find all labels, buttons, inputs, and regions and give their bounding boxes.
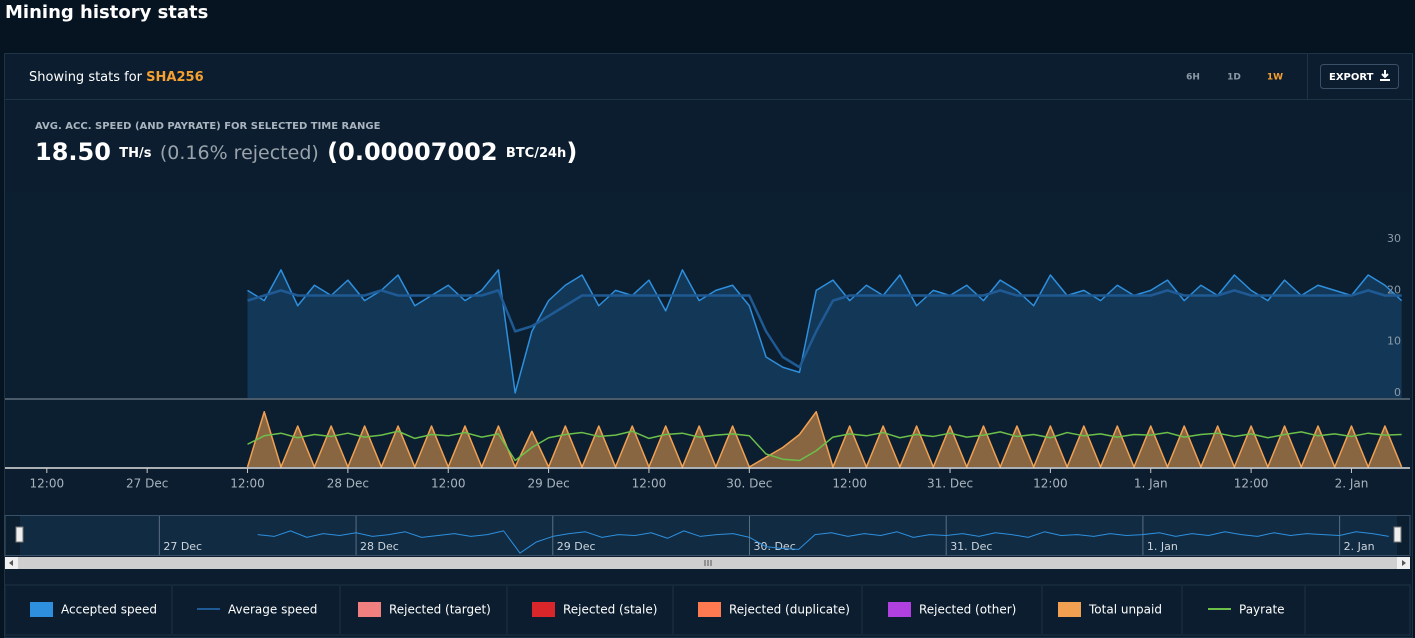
area-fill (247, 269, 1402, 398)
legend-label[interactable]: Rejected (target) (389, 603, 491, 617)
x-tick-label: 12:00 (1234, 477, 1269, 491)
payrate-unit: BTC/24h (506, 146, 566, 161)
navigator-tick-label: 1. Jan (1147, 540, 1178, 553)
x-tick-label: 12:00 (30, 477, 65, 491)
x-tick-label: 2. Jan (1335, 477, 1369, 491)
x-tick-label: 12:00 (832, 477, 867, 491)
x-tick-label: 12:00 (431, 477, 466, 491)
x-tick-label: 28 Dec (327, 477, 369, 491)
series-line (247, 289, 1402, 369)
legend-swatch (888, 602, 911, 617)
navigator-tick-label: 31. Dec (950, 540, 992, 553)
y-tick-label: 20 (1387, 283, 1401, 296)
legend-label[interactable]: Total unpaid (1088, 603, 1162, 617)
navigator-tick-label: 27 Dec (163, 540, 202, 553)
export-button[interactable] (1320, 64, 1399, 89)
series-line (247, 269, 1403, 394)
export-label[interactable]: EXPORT (1329, 72, 1374, 83)
navigator-handle[interactable] (1393, 526, 1402, 543)
speed: 18.50 (35, 138, 111, 166)
x-tick-label: 30. Dec (726, 477, 772, 491)
legend-label[interactable]: Payrate (1239, 603, 1285, 617)
navigator-tick-label: 2. Jan (1344, 540, 1375, 553)
y-tick-label: 30 (1387, 232, 1401, 245)
prefix: Showing stats for (29, 70, 143, 85)
axes: 12:00 27 Dec 12:00 28 Dec 12:00 29 Dec 12:00 30… (30, 232, 1401, 490)
legend-label[interactable]: Accepted speed (61, 603, 157, 617)
navigator-tick-label: 30. Dec (753, 540, 795, 553)
legend-label[interactable]: Rejected (duplicate) (729, 603, 850, 617)
navigator-handle[interactable] (15, 526, 24, 543)
x-tick-label: 31. Dec (927, 477, 973, 491)
series-line (257, 530, 1389, 554)
legend: Accepted speed Average speed Rejected (tar… (30, 586, 1306, 634)
payrate: (0.00007002 (327, 138, 497, 166)
legend-swatch (1058, 602, 1081, 617)
navigator-tick-label: 29 Dec (557, 540, 596, 553)
x-tick-label: 12:00 (1033, 477, 1068, 491)
range-button[interactable]: 6H (1186, 73, 1200, 83)
x-tick-label: 1. Jan (1134, 477, 1168, 491)
legend-swatch (30, 602, 53, 617)
plot-area (5, 193, 1410, 468)
series-line (246, 411, 1403, 468)
legend-label[interactable]: Rejected (other) (919, 603, 1016, 617)
navigator-tick-label: 28 Dec (360, 540, 399, 553)
y-tick-label: 0 (1394, 386, 1401, 399)
legend-swatch (532, 602, 555, 617)
x-tick-label: 12:00 (230, 477, 265, 491)
summary-line: 18.50 TH/s (0.16% rejected) (0.00007002 … (35, 138, 577, 166)
legend-label[interactable]: Average speed (228, 603, 317, 617)
area-fill (247, 411, 1402, 467)
algorithm: SHA256 (146, 70, 203, 85)
plot (246, 269, 1403, 468)
navigator-content: 27 Dec 28 Dec 29 Dec 30. Dec 31. Dec 1. Jan 2.… (158, 516, 1389, 555)
y-tick-label: 10 (1387, 335, 1401, 348)
legend-swatch (698, 602, 721, 617)
series-line (247, 430, 1402, 462)
legend-swatch (358, 602, 381, 617)
x-tick-label: 27 Dec (126, 477, 168, 491)
x-tick-label: 12:00 (632, 477, 667, 491)
x-tick-label: 29 Dec (527, 477, 569, 491)
range-button[interactable]: 1D (1227, 73, 1241, 83)
toolbar-label: Showing stats for SHA256 (29, 70, 204, 85)
page-title: Mining history stats (5, 2, 208, 23)
summary-caption: AVG. ACC. SPEED (AND PAYRATE) FOR SELECT… (35, 121, 381, 132)
close: ) (566, 138, 577, 166)
scroll-grip (704, 560, 712, 566)
range-buttons: 6H 1D 1W (1186, 73, 1283, 83)
range-button[interactable]: 1W (1267, 73, 1283, 83)
rejected: (0.16% rejected) (160, 142, 319, 164)
export-icon (1380, 70, 1390, 81)
speed-unit: TH/s (119, 146, 151, 161)
legend-label[interactable]: Rejected (stale) (563, 603, 657, 617)
